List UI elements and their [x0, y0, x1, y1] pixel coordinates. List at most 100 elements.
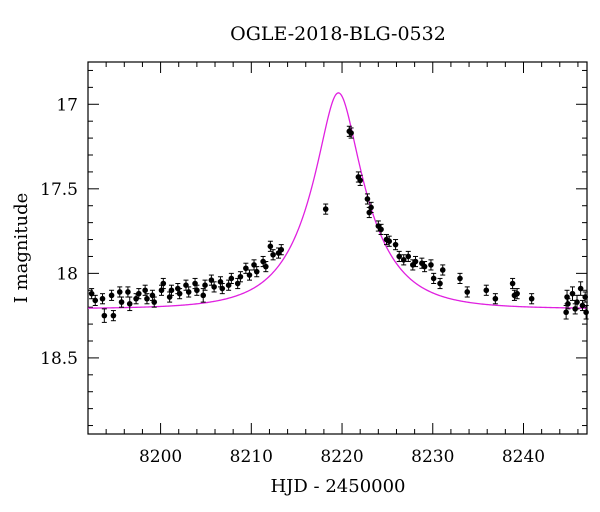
data-point: [368, 201, 374, 213]
data-point: [364, 193, 371, 205]
data-point: [92, 294, 99, 306]
data-point: [483, 284, 490, 296]
data-point: [225, 279, 232, 291]
data-point: [251, 259, 257, 271]
x-tick-labels: 8200 8210 8220 8230 8240: [139, 447, 545, 467]
point-marker: [430, 275, 437, 282]
point-marker: [412, 258, 419, 265]
point-marker: [364, 196, 371, 202]
data-point: [322, 203, 329, 215]
data-point: [577, 281, 584, 296]
y-tick-label: 17.5: [40, 180, 78, 200]
point-marker: [126, 301, 133, 307]
data-point: [246, 269, 253, 281]
point-marker: [569, 290, 576, 297]
data-point: [110, 310, 117, 322]
data-point: [439, 264, 446, 276]
point-marker: [253, 268, 260, 275]
point-marker: [400, 257, 407, 263]
x-tick-label: 8230: [411, 447, 454, 467]
data-point: [392, 239, 399, 251]
data-point: [357, 174, 363, 186]
y-tick-label: 18: [56, 264, 78, 284]
point-marker: [437, 280, 443, 287]
y-tick-labels: 17 17.5 18 18.5: [40, 95, 78, 369]
data-point: [211, 281, 217, 293]
data-point: [185, 286, 192, 298]
data-point: [125, 286, 131, 298]
point-marker: [270, 251, 276, 258]
x-axis-label: HJD - 2450000: [270, 476, 405, 497]
major-ticks: [88, 62, 587, 434]
point-marker: [563, 309, 569, 316]
data-point: [176, 288, 183, 300]
point-marker: [142, 287, 148, 294]
data-point: [582, 291, 588, 303]
point-marker: [267, 243, 274, 250]
data-point: [583, 304, 589, 320]
y-tick-label: 17: [56, 95, 78, 115]
data-point: [437, 277, 443, 290]
data-point: [234, 277, 241, 290]
point-marker: [246, 272, 253, 278]
point-marker: [168, 287, 175, 294]
point-marker: [582, 294, 588, 300]
data-point: [237, 271, 244, 283]
point-marker: [439, 267, 446, 273]
data-point: [464, 286, 471, 298]
data-point: [563, 304, 569, 320]
point-marker: [108, 292, 115, 299]
point-marker: [194, 287, 200, 294]
point-marker: [457, 275, 463, 282]
point-marker: [110, 312, 117, 319]
point-marker: [421, 263, 428, 270]
data-point: [267, 240, 274, 252]
point-marker: [428, 262, 434, 268]
point-marker: [118, 299, 125, 305]
point-marker: [514, 290, 520, 297]
point-marker: [202, 282, 208, 289]
point-marker: [392, 241, 399, 248]
plot-frame: [87, 61, 588, 435]
point-marker: [101, 312, 108, 319]
data-point: [192, 277, 198, 290]
data-point: [509, 277, 516, 290]
x-tick-label: 8220: [320, 447, 363, 467]
point-marker: [116, 289, 123, 295]
point-marker: [263, 263, 269, 270]
point-marker: [125, 289, 131, 295]
data-point: [108, 289, 115, 301]
point-marker: [464, 289, 471, 295]
point-marker: [357, 177, 363, 184]
data-point: [151, 296, 158, 308]
y-axis-label: I magnitude: [11, 193, 32, 304]
data-point: [396, 250, 402, 263]
data-point: [405, 250, 412, 263]
point-marker: [368, 204, 374, 211]
point-marker: [237, 273, 244, 280]
point-marker: [565, 301, 571, 307]
data-point: [253, 266, 260, 278]
point-marker: [528, 295, 535, 302]
x-tick-label: 8200: [139, 447, 182, 467]
point-marker: [583, 309, 589, 316]
data-point: [565, 298, 571, 310]
data-point: [160, 277, 167, 290]
data-point: [569, 286, 576, 301]
data-point: [400, 254, 407, 266]
data-point: [263, 261, 269, 273]
point-marker: [176, 290, 183, 297]
point-marker: [136, 290, 142, 297]
data-point: [386, 235, 393, 247]
data-point: [202, 279, 208, 291]
data-point: [428, 259, 434, 271]
point-marker: [396, 253, 402, 260]
data-point: [183, 279, 189, 291]
data-point: [168, 284, 175, 296]
point-marker: [483, 287, 490, 294]
point-marker: [492, 295, 499, 302]
data-point: [421, 261, 428, 273]
point-marker: [99, 295, 106, 302]
data-point: [383, 233, 390, 246]
data-point: [208, 274, 215, 286]
